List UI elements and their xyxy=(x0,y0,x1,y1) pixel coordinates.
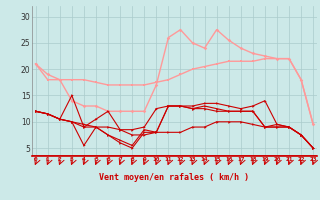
X-axis label: Vent moyen/en rafales ( km/h ): Vent moyen/en rafales ( km/h ) xyxy=(100,174,249,182)
